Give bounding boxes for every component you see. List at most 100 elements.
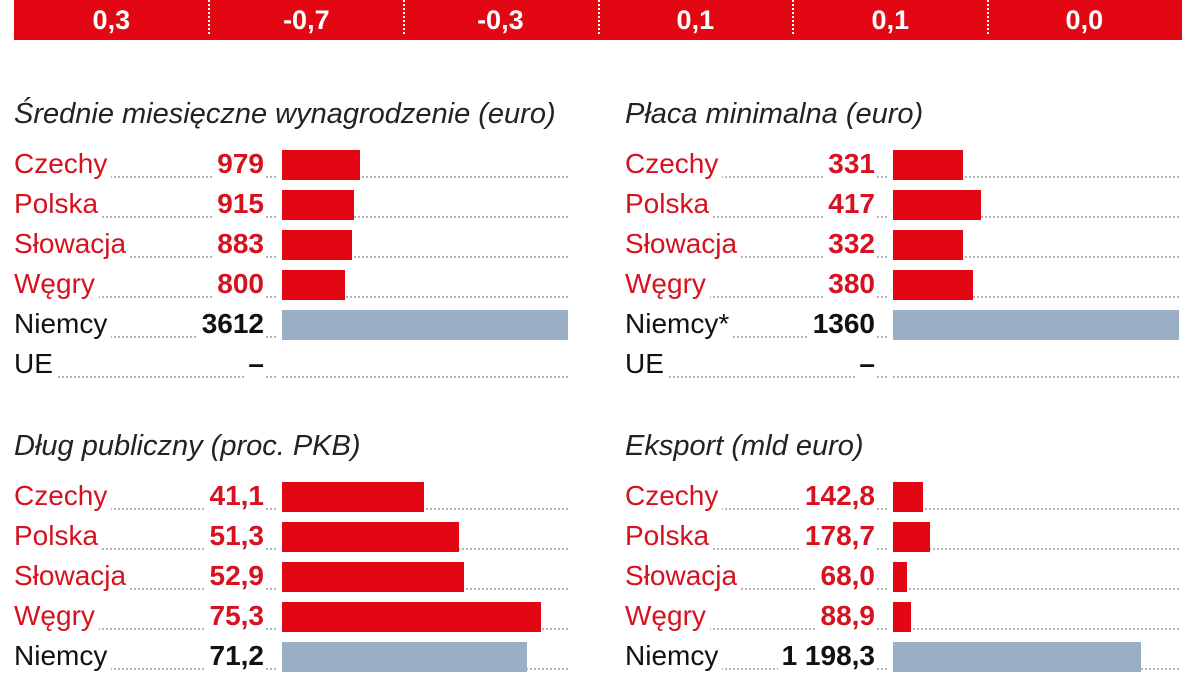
data-label: 883 [213, 228, 264, 260]
bar-row: Słowacja 883 [14, 226, 574, 266]
data-label: 178,7 [800, 520, 875, 552]
data-label: 380 [824, 268, 875, 300]
top-value-2: -0,7 [283, 4, 330, 35]
bar [893, 602, 911, 632]
category-label: Czechy [625, 480, 723, 512]
leader-dots [625, 176, 887, 178]
bar-row: Czechy 142,8 [625, 478, 1185, 518]
category-label: Niemcy [14, 308, 112, 340]
data-label: 417 [824, 188, 875, 220]
bar-row: Węgry 88,9 [625, 598, 1185, 638]
bar-baseline [893, 256, 1179, 258]
category-label: Czechy [625, 148, 723, 180]
data-label: 68,0 [816, 560, 875, 592]
category-label: Słowacja [14, 228, 131, 260]
category-label: Niemcy [14, 640, 112, 672]
bar [893, 522, 930, 552]
bar [282, 230, 352, 260]
category-label: Węgry [14, 268, 99, 300]
top-divider [208, 0, 210, 34]
bar-row: Polska 51,3 [14, 518, 574, 558]
data-label: 41,1 [205, 480, 264, 512]
bar-row: Czechy 331 [625, 146, 1185, 186]
bar [282, 270, 345, 300]
bar-row: Czechy 41,1 [14, 478, 574, 518]
bar-baseline [893, 588, 1179, 590]
category-label: Niemcy [625, 640, 723, 672]
leader-dots [625, 256, 887, 258]
data-label: 71,2 [205, 640, 264, 672]
category-label: UE [625, 348, 668, 380]
leader-dots [625, 216, 887, 218]
leader-dots [625, 588, 887, 590]
panel-title: Eksport (mld euro) [625, 430, 864, 462]
bar-row: Węgry 75,3 [14, 598, 574, 638]
leader-dots [14, 176, 276, 178]
bar-baseline [282, 376, 568, 378]
bar-row: UE – [14, 346, 574, 386]
bar [282, 522, 459, 552]
category-label: Niemcy* [625, 308, 734, 340]
leader-dots [14, 668, 276, 670]
bar-baseline [282, 508, 568, 510]
bar-row: Słowacja 68,0 [625, 558, 1185, 598]
panel-title: Średnie miesięczne wynagrodzenie (euro) [14, 98, 556, 130]
data-label: 331 [824, 148, 875, 180]
data-label: 915 [213, 188, 264, 220]
leader-dots [625, 508, 887, 510]
bar [893, 190, 981, 220]
bar [893, 150, 963, 180]
panel-title: Płaca minimalna (euro) [625, 98, 924, 130]
leader-dots [625, 628, 887, 630]
panel-export: Eksport (mld euro) Czechy 142,8 Polska 178,… [625, 430, 1185, 676]
leader-dots [14, 376, 276, 378]
category-label: Słowacja [14, 560, 131, 592]
bar [893, 642, 1141, 672]
bar-row: Niemcy 71,2 [14, 638, 574, 678]
category-label: Polska [14, 520, 103, 552]
bar [282, 150, 360, 180]
category-label: Słowacja [625, 228, 742, 260]
leader-dots [625, 548, 887, 550]
top-value-5: 0,1 [871, 4, 910, 35]
bar-row: Węgry 800 [14, 266, 574, 306]
bar [893, 562, 907, 592]
bar-baseline [893, 548, 1179, 550]
top-divider [792, 0, 794, 34]
bar-row: Niemcy 3612 [14, 306, 574, 346]
leader-dots [14, 256, 276, 258]
bar-row: Niemcy 1 198,3 [625, 638, 1185, 678]
leader-dots [14, 508, 276, 510]
bar-baseline [893, 376, 1179, 378]
bar-baseline [282, 296, 568, 298]
data-label: 51,3 [205, 520, 264, 552]
top-divider [987, 0, 989, 34]
data-label: 3612 [197, 308, 264, 340]
category-label: Polska [625, 188, 714, 220]
panel-wages: Średnie miesięczne wynagrodzenie (euro) … [14, 98, 574, 398]
data-label: 52,9 [205, 560, 264, 592]
top-divider [598, 0, 600, 34]
top-value-3: -0,3 [477, 4, 524, 35]
bar-baseline [893, 296, 1179, 298]
top-values-band: 0,3 -0,7 -0,3 0,1 0,1 0,0 [14, 0, 1182, 40]
bar [282, 190, 354, 220]
data-label: 75,3 [205, 600, 264, 632]
leader-dots [14, 216, 276, 218]
leader-dots [14, 336, 276, 338]
bar-row: Węgry 380 [625, 266, 1185, 306]
leader-dots [14, 588, 276, 590]
bar-baseline [893, 216, 1179, 218]
top-divider [403, 0, 405, 34]
bar [893, 310, 1179, 340]
bar [282, 482, 424, 512]
data-label: 1 198,3 [777, 640, 875, 672]
data-label: 142,8 [800, 480, 875, 512]
bar [282, 562, 464, 592]
category-label: Czechy [14, 480, 112, 512]
bar [282, 642, 527, 672]
top-value-4: 0,1 [676, 4, 715, 35]
bar-baseline [282, 176, 568, 178]
leader-dots [625, 668, 887, 670]
category-label: Węgry [625, 268, 710, 300]
